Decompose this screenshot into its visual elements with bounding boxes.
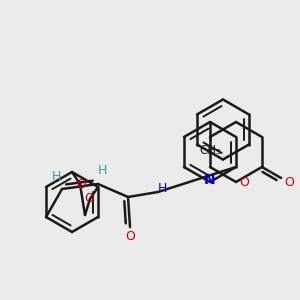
Text: CH₃: CH₃ bbox=[199, 143, 221, 157]
Text: H: H bbox=[51, 169, 61, 182]
Text: H: H bbox=[97, 164, 107, 178]
Text: O: O bbox=[84, 193, 94, 206]
Text: H: H bbox=[157, 182, 167, 196]
Text: N: N bbox=[204, 173, 216, 187]
Text: O: O bbox=[76, 178, 86, 190]
Text: O: O bbox=[125, 230, 135, 244]
Text: O: O bbox=[285, 176, 295, 190]
Text: O: O bbox=[239, 176, 249, 188]
